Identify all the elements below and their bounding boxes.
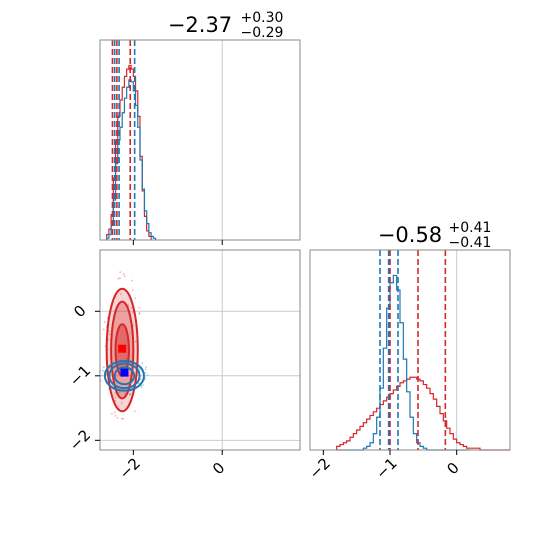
sample-point	[138, 313, 141, 315]
y-tick-label: 0	[70, 302, 89, 321]
sample-point	[139, 378, 142, 381]
histogram-series-1	[106, 79, 157, 240]
sample-point	[131, 289, 134, 292]
title-param-2-value: −0.58	[378, 223, 442, 247]
sample-point	[114, 392, 116, 394]
contour-series-1-level-1	[108, 362, 141, 390]
sample-point	[126, 357, 128, 360]
sample-point	[118, 277, 121, 279]
sample-point	[114, 399, 117, 402]
sample-point	[102, 328, 105, 331]
sample-point	[123, 392, 126, 395]
x-tick-label: −2	[306, 454, 334, 482]
sample-point	[129, 393, 132, 395]
sample-point	[122, 273, 125, 275]
sample-point	[130, 279, 133, 282]
sample-point	[122, 418, 125, 420]
sample-point	[141, 362, 144, 364]
x-tick-label: 0	[443, 459, 462, 478]
sample-point	[117, 277, 120, 280]
sample-point	[140, 386, 143, 389]
sample-point	[119, 271, 122, 273]
sample-point	[120, 293, 122, 295]
sample-point	[103, 321, 106, 323]
sample-point	[133, 410, 136, 413]
x-tick-label: −1	[372, 454, 400, 482]
y-tick-label: −1	[66, 362, 94, 390]
title-param-2-sup: +0.41	[449, 220, 492, 236]
histogram-series-1	[336, 274, 470, 451]
sample-point	[138, 311, 141, 314]
joint-contour-plot: −2 0 0 −1 −2	[66, 249, 301, 483]
sample-point	[114, 414, 116, 417]
sample-point	[123, 275, 126, 278]
contour-series-1-level-0	[103, 359, 145, 392]
title-param-1-value: −2.37	[168, 13, 232, 37]
sample-point	[144, 371, 147, 374]
title-param-1-sub: −0.29	[241, 25, 284, 41]
marker-series-0	[118, 344, 127, 353]
title-param-2: −0.58	[378, 223, 442, 247]
sample-point	[102, 366, 105, 369]
axes-frame	[309, 249, 511, 451]
sample-point	[111, 413, 113, 415]
sample-point	[116, 416, 119, 419]
sample-point	[134, 340, 137, 343]
histogram-series-0	[336, 376, 510, 451]
x-tick-label: 0	[209, 459, 228, 478]
marker-series-1	[120, 368, 129, 377]
title-param-1-sup: +0.30	[241, 10, 284, 26]
y-tick-label: −2	[66, 426, 94, 454]
sample-point	[114, 396, 117, 399]
sample-point	[128, 393, 131, 396]
sample-point	[121, 417, 123, 420]
contour-series-1-level-2	[113, 366, 136, 386]
x-tick-label: −2	[116, 454, 144, 482]
title-param-1: −2.37	[168, 13, 232, 37]
axes-frame	[99, 249, 301, 451]
sample-point	[145, 366, 147, 369]
sample-point	[108, 333, 111, 336]
marginal-histogram-param-1	[99, 39, 301, 245]
sample-point	[101, 369, 104, 372]
sample-point	[119, 391, 121, 393]
sample-point	[113, 411, 116, 414]
sample-point	[130, 306, 133, 309]
sample-point	[120, 402, 123, 404]
sample-point	[101, 374, 103, 377]
sample-point	[134, 297, 137, 300]
sample-point	[132, 311, 134, 314]
sample-point	[142, 384, 144, 387]
sample-point	[138, 306, 141, 309]
sample-point	[138, 368, 141, 371]
marginal-histogram-param-2: −2 −1 0	[306, 249, 511, 483]
axes-frame	[99, 39, 301, 241]
sample-point	[144, 368, 147, 371]
sample-point	[146, 373, 149, 376]
title-param-2-sub: −0.41	[449, 235, 492, 251]
